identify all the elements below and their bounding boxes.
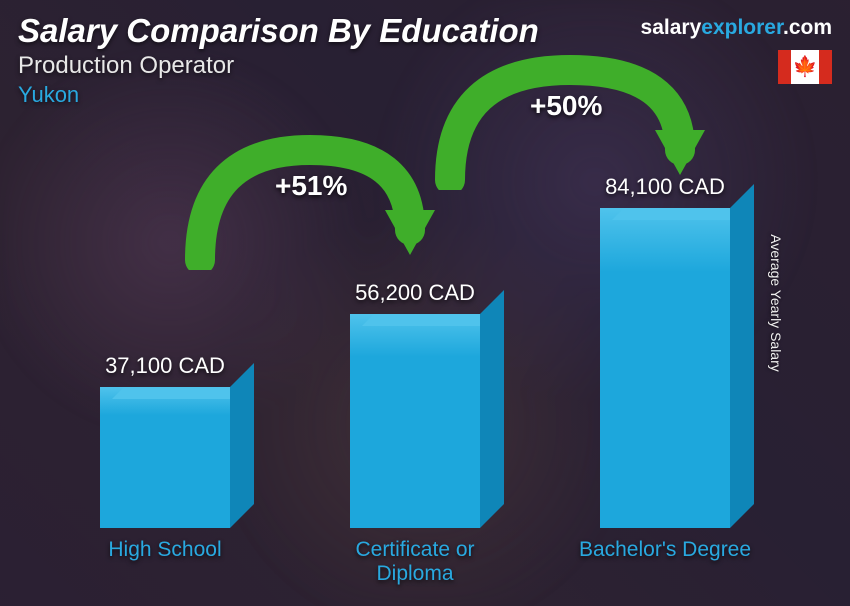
bar-side-face: [730, 184, 754, 528]
brand-part2: explorer: [701, 16, 783, 39]
bar-3d: [600, 208, 730, 528]
bar-3d: [350, 314, 480, 528]
percent-increase-label: +50%: [530, 90, 602, 122]
x-axis-label: High School: [75, 532, 255, 588]
flag-stripe-right: [819, 50, 832, 84]
bar-side-face: [230, 363, 254, 528]
bar-front-face: [350, 314, 480, 528]
bar-front-face: [600, 208, 730, 528]
bar-value-label: 56,200 CAD: [355, 280, 475, 306]
bar-value-label: 37,100 CAD: [105, 353, 225, 379]
brand-part1: salary: [641, 16, 702, 39]
bar-group: 37,100 CAD: [75, 353, 255, 528]
bar-value-label: 84,100 CAD: [605, 174, 725, 200]
bar-chart: 37,100 CAD 56,200 CAD 84,100 CAD High Sc…: [40, 150, 790, 588]
brand-logo: salaryexplorer.com: [641, 16, 832, 40]
bar-group: 56,200 CAD: [325, 280, 505, 528]
x-axis-label: Bachelor's Degree: [575, 532, 755, 588]
maple-leaf-icon: 🍁: [793, 57, 818, 77]
percent-increase-label: +51%: [275, 170, 347, 202]
canada-flag-icon: 🍁: [778, 50, 832, 84]
bar-side-face: [480, 290, 504, 528]
bars-container: 37,100 CAD 56,200 CAD 84,100 CAD: [40, 150, 790, 528]
x-axis-label: Certificate or Diploma: [325, 532, 505, 588]
x-labels: High School Certificate or Diploma Bachelo…: [40, 532, 790, 588]
bar-front-face: [100, 387, 230, 528]
bar-3d: [100, 387, 230, 528]
flag-stripe-left: [778, 50, 791, 84]
flag-center: 🍁: [791, 50, 819, 84]
chart-subtitle: Production Operator: [18, 52, 832, 80]
chart-region: Yukon: [18, 82, 832, 108]
brand-part3: .com: [783, 16, 832, 39]
bar-group: 84,100 CAD: [575, 174, 755, 528]
